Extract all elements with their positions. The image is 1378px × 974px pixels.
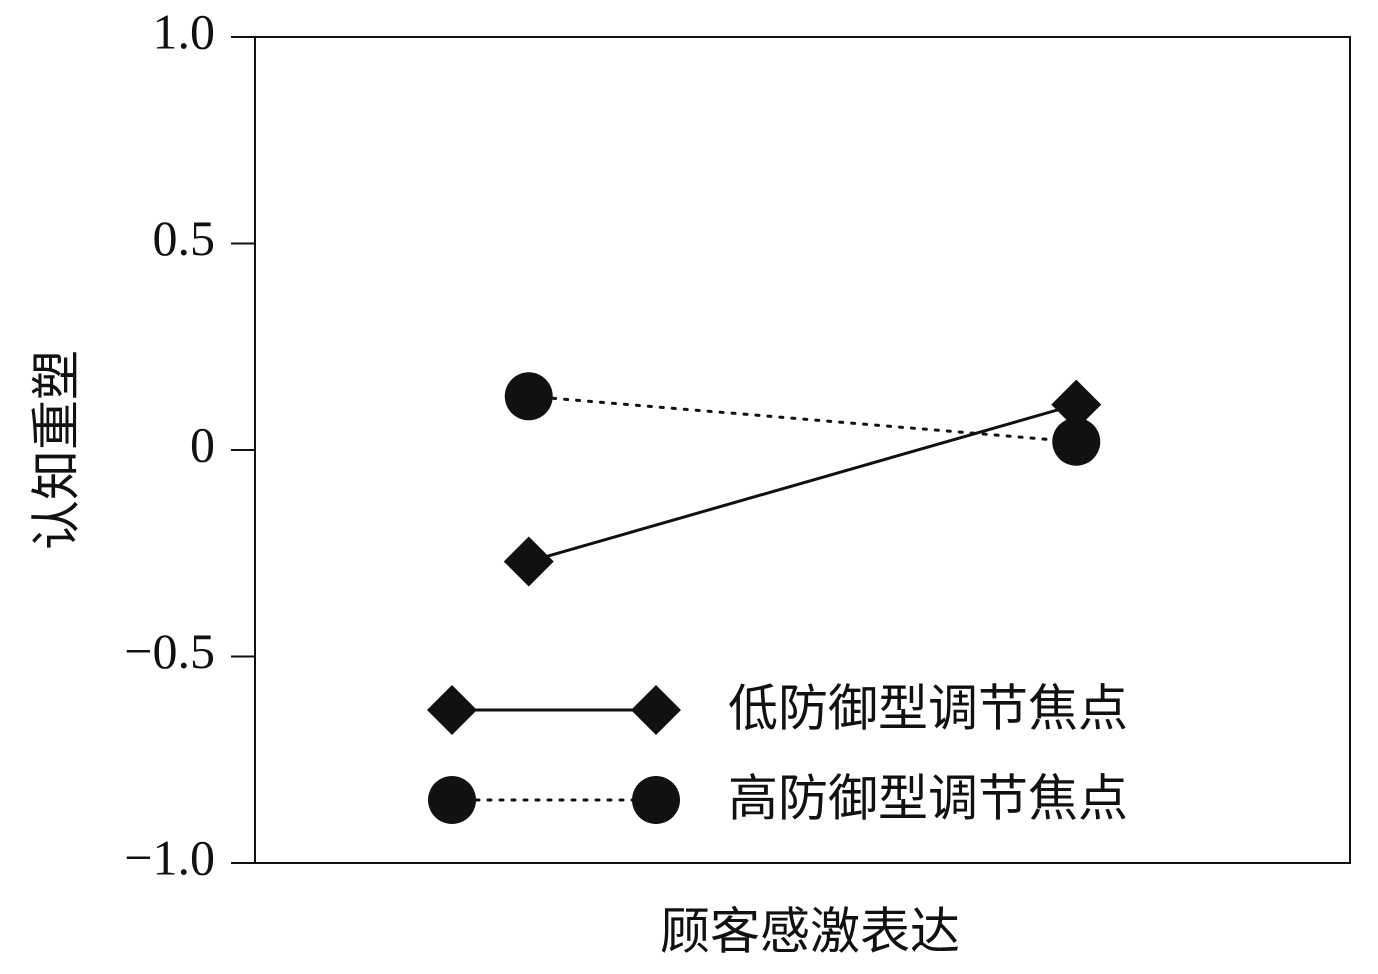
y-tick-label: 1.0 [153, 3, 216, 59]
x-axis-label: 顾客感激表达 [660, 903, 960, 961]
y-tick-label: −1.0 [124, 829, 215, 885]
y-axis-label: 认知重塑 [28, 350, 86, 550]
data-point [503, 536, 554, 587]
data-point [1051, 379, 1102, 430]
y-tick-label: 0 [190, 416, 215, 472]
series-line [527, 394, 1078, 444]
data-point [1052, 417, 1101, 466]
data-point [504, 372, 553, 421]
y-tick-label: −0.5 [124, 623, 215, 679]
plot-frame [254, 36, 1351, 864]
legend-marker [427, 685, 477, 735]
legend-marker [632, 776, 680, 824]
legend-label: 高防御型调节焦点 [728, 770, 1128, 828]
series-line [527, 403, 1078, 564]
y-tick-label: 0.5 [153, 210, 216, 266]
legend-label: 低防御型调节焦点 [728, 680, 1128, 738]
legend-marker [631, 685, 681, 735]
legend-marker [428, 776, 476, 824]
